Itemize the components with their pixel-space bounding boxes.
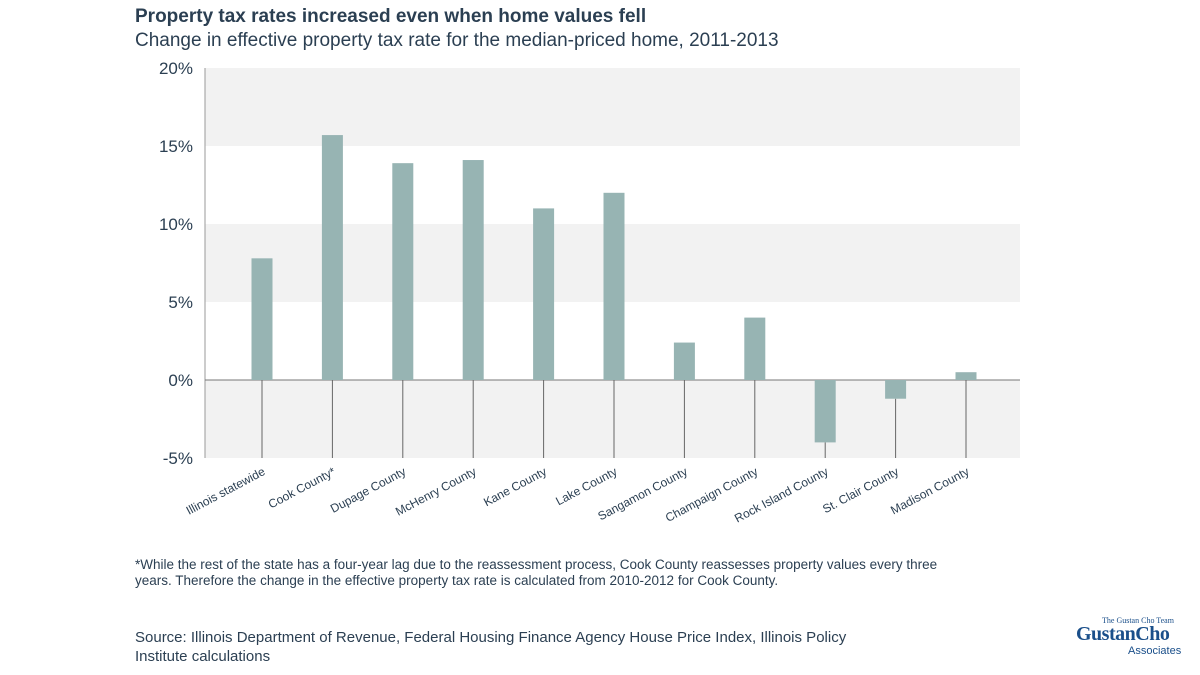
brand-logo: The Gustan Cho Team GustanCho Associates	[1072, 616, 1196, 660]
bar	[814, 380, 836, 443]
x-tick-label: St. Clair County	[820, 464, 901, 516]
x-tick-label: Madison County	[888, 464, 971, 517]
bar	[744, 317, 766, 380]
bar	[251, 258, 273, 380]
grid-band	[205, 380, 1020, 458]
grid-bands	[205, 68, 1020, 458]
y-tick-label: -5%	[163, 449, 193, 468]
y-tick-label: 0%	[168, 371, 193, 390]
bar-chart: 20% 15% 10% 5% 0% -5% Illinois statewideCook …	[159, 59, 1020, 526]
bar	[392, 163, 414, 380]
y-tick-label: 15%	[159, 137, 193, 156]
bar	[533, 208, 555, 380]
chart-subtitle: Change in effective property tax rate fo…	[135, 30, 779, 51]
logo-name-text: GustanCho	[1076, 623, 1170, 645]
footnote: *While the rest of the state has a four-…	[135, 557, 938, 588]
x-tick-label: Illinois statewide	[184, 464, 268, 518]
logo-associates-text: Associates	[1128, 645, 1182, 657]
y-tick-label: 20%	[159, 59, 193, 78]
bar	[321, 135, 343, 380]
bar	[885, 380, 907, 399]
y-tick-label: 10%	[159, 215, 193, 234]
chart-title: Property tax rates increased even when h…	[135, 6, 647, 27]
bar	[955, 372, 977, 380]
logo-team-text: The Gustan Cho Team	[1102, 616, 1174, 625]
grid-band	[205, 68, 1020, 146]
bars	[251, 135, 977, 458]
bar	[603, 192, 625, 380]
x-tick-label: Kane County	[481, 464, 549, 509]
bar	[462, 160, 484, 380]
x-tick-label: Lake County	[553, 464, 619, 508]
y-tick-label: 5%	[168, 293, 193, 312]
x-tick-label: Cook County*	[266, 464, 338, 511]
bar	[673, 342, 695, 380]
source-note: Source: Illinois Department of Revenue, …	[135, 629, 847, 665]
